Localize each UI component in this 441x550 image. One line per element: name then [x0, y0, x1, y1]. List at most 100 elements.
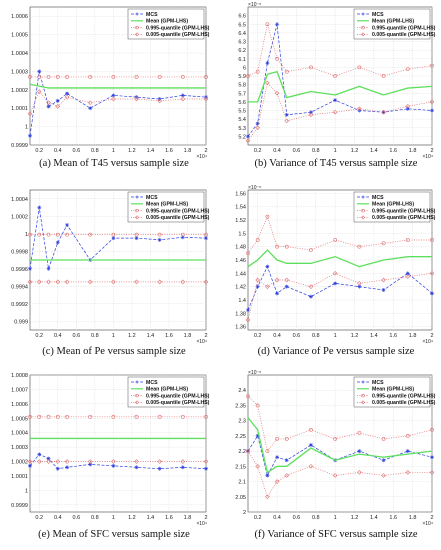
y-tick-label: 2.4: [238, 388, 246, 394]
data-point: [27, 279, 33, 285]
series-line-1: [247, 435, 433, 477]
x-tick-label: 1.4: [370, 333, 378, 339]
data-point: [308, 294, 313, 299]
data-point: [55, 104, 61, 109]
series-line-4: [247, 272, 433, 321]
data-point: [180, 75, 185, 79]
x-tick-label: 1.4: [147, 148, 155, 154]
data-point: [284, 118, 290, 124]
data-point: [255, 277, 261, 283]
data-point: [204, 232, 208, 237]
y-tick-label: 6: [243, 65, 246, 71]
legend-label: MCS: [146, 380, 158, 386]
x-tick-label: 0.6: [293, 515, 301, 521]
x-tick-label: 0.2: [254, 515, 262, 521]
y-tick-label: 5.6: [238, 100, 246, 106]
data-point: [180, 414, 185, 419]
data-point: [333, 238, 338, 242]
x-tick-label: 1.8: [184, 515, 192, 521]
legend-marker: [361, 380, 365, 384]
data-point: [65, 465, 70, 470]
data-point: [405, 103, 411, 109]
data-point: [157, 466, 162, 471]
data-point: [134, 232, 139, 237]
data-point: [265, 80, 270, 86]
data-point: [284, 437, 289, 441]
x-tick-label: 0.4: [54, 148, 62, 154]
panel-caption: (d) Variance of Pe versus sample size: [258, 346, 415, 357]
data-point: [65, 223, 70, 227]
legend-label: Mean (GPM-LHS): [146, 387, 188, 393]
data-point: [332, 109, 338, 115]
data-point: [284, 244, 289, 249]
legend-marker: [134, 32, 140, 37]
y-tick-label: 2.05: [235, 495, 246, 501]
data-point: [309, 248, 313, 252]
data-point: [64, 459, 70, 464]
x-tick-label: 1.6: [389, 515, 397, 521]
data-point: [28, 232, 32, 237]
panel-caption: (e) Mean of SFC versus sample size: [38, 529, 190, 540]
series-line-3: [247, 396, 433, 452]
data-point: [275, 437, 279, 441]
x-tick-label: 1.4: [147, 333, 155, 339]
y-tick-label: 1.48: [235, 245, 246, 251]
x-tick-label: 0.2: [35, 515, 43, 521]
panel-caption: (a) Mean of T45 versus sample size: [39, 158, 189, 169]
x-tick-label: 1: [334, 333, 337, 339]
data-point: [157, 237, 162, 242]
chart-panel-1: 0.2 0.4 0.6 0.8 1 1.2 1.4 1.6 1.8 2 0.9999 1 1.0001 1…: [11, 6, 210, 169]
data-point: [134, 414, 139, 419]
data-point: [357, 281, 362, 286]
y-exponent-label: ×10⁻⁶: [248, 370, 261, 376]
data-point: [65, 232, 69, 237]
data-point: [46, 100, 51, 106]
y-tick-label: 5.3: [238, 126, 246, 132]
y-tick-label: 1.0003: [11, 69, 28, 75]
x-exponent-label: ×10⁴: [422, 521, 433, 527]
data-point: [55, 414, 60, 419]
data-point: [333, 281, 338, 286]
y-exponent-label: ×10⁻⁶: [248, 185, 261, 191]
series-line-2: [247, 417, 433, 474]
legend-marker: [134, 400, 140, 405]
legend-label: MCS: [146, 12, 158, 18]
data-point: [203, 279, 209, 285]
data-point: [265, 284, 270, 289]
data-point: [157, 75, 162, 79]
y-tick-label: 6.1: [238, 57, 246, 63]
y-tick-label: 1.0005: [11, 33, 28, 39]
legend-marker: [361, 195, 365, 199]
data-point: [64, 279, 70, 285]
x-tick-label: 2: [430, 148, 433, 154]
x-tick-label: 0.2: [254, 148, 262, 154]
chart-panel-4: 0.2 0.4 0.6 0.8 1 1.2 1.4 1.6 1.8 2 1.36 1.38 1.4 1.4…: [235, 185, 435, 357]
y-tick-label: 1.0001: [11, 106, 28, 112]
data-point: [204, 466, 208, 471]
data-point: [180, 232, 185, 237]
x-exponent-label: ×10⁴: [196, 154, 207, 160]
y-tick-label: 1: [25, 488, 28, 494]
data-point: [245, 138, 251, 144]
x-tick-label: 1.4: [147, 515, 155, 521]
x-tick-label: 1.2: [128, 148, 136, 154]
series-line-4: [247, 450, 432, 498]
data-point: [55, 459, 61, 464]
y-tick-label: 1.0002: [11, 88, 28, 94]
data-point: [332, 473, 338, 478]
x-tick-label: 1.8: [409, 515, 417, 521]
panel-caption: (c) Mean of Pe versus sample size: [42, 346, 186, 357]
data-point: [357, 449, 362, 454]
data-point: [134, 75, 139, 79]
data-point: [37, 232, 42, 237]
data-point: [405, 449, 410, 454]
data-point: [381, 110, 386, 115]
legend-marker: [135, 208, 139, 213]
y-tick-label: 0.9994: [11, 284, 28, 290]
legend-marker: [360, 32, 366, 37]
y-tick-label: 1.54: [235, 205, 246, 211]
y-tick-label: 1.0004: [11, 197, 28, 203]
series-line-4: [247, 82, 433, 141]
data-point: [255, 238, 260, 242]
data-point: [275, 244, 279, 249]
